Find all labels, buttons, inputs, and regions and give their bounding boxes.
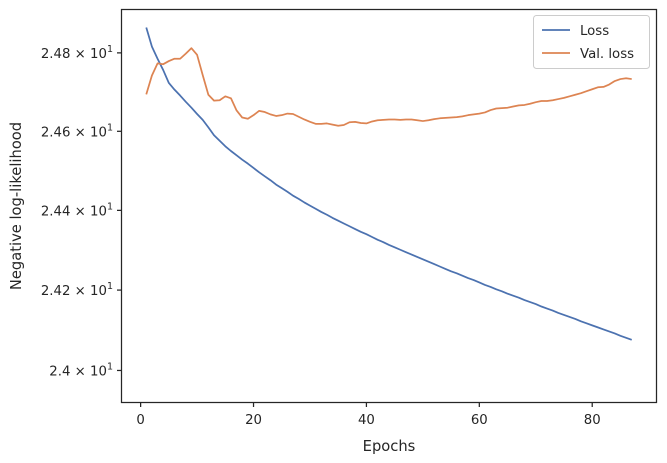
x-tick-label: 20 [245, 413, 262, 428]
y-tick-base: 2.42 × 10 [41, 284, 107, 299]
legend-frame [533, 15, 650, 69]
legend: Loss Val. loss [533, 15, 650, 69]
y-tick-exponent: 1 [107, 361, 113, 372]
y-tick-base: 2.48 × 10 [41, 47, 107, 62]
plot-frame [120, 8, 658, 404]
x-tick-label: 60 [471, 413, 488, 428]
y-tick-base: 2.44 × 10 [41, 204, 107, 219]
y-tick-base: 2.4 × 10 [49, 364, 107, 379]
y-tick-exponent: 1 [107, 201, 113, 212]
x-tick-label: 40 [358, 413, 375, 428]
legend-label-loss: Loss [580, 24, 609, 39]
series-lines [145, 27, 633, 341]
y-tick-exponent: 1 [107, 44, 113, 55]
x-tick-label: 0 [136, 413, 144, 428]
y-axis-label: Negative log-likelihood [8, 122, 25, 290]
series-line-loss [145, 27, 633, 341]
y-tick-label: 2.44 × 101 [41, 201, 113, 219]
y-tick-label: 2.4 × 101 [49, 361, 113, 379]
y-tick-label: 2.42 × 101 [41, 281, 113, 299]
y-tick-label: 2.48 × 101 [41, 44, 113, 62]
x-axis: 0 20 40 60 80 [136, 402, 601, 428]
y-tick-base: 2.46 × 10 [41, 125, 107, 140]
y-tick-label: 2.46 × 101 [41, 122, 113, 140]
series-line-val-loss [145, 47, 632, 127]
y-tick-exponent: 1 [107, 122, 113, 133]
x-axis-label: Epochs [363, 438, 416, 455]
y-tick-exponent: 1 [107, 281, 113, 292]
legend-label-val-loss: Val. loss [580, 47, 634, 62]
x-tick-label: 80 [584, 413, 601, 428]
